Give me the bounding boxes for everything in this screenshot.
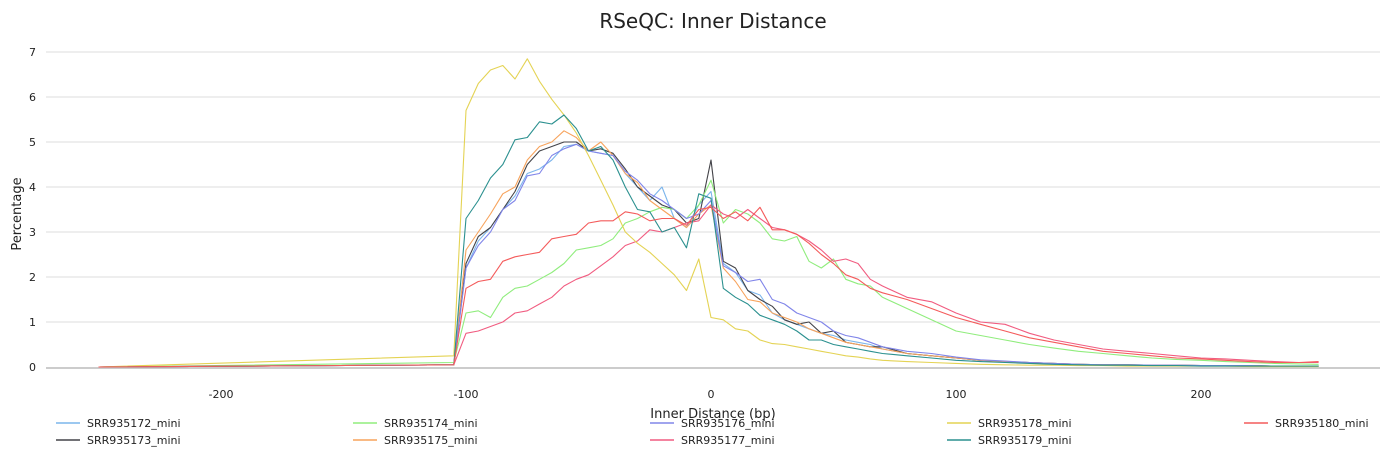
series-line xyxy=(98,204,1319,368)
legend-label: SRR935178_mini xyxy=(978,417,1072,430)
y-tick-label: 2 xyxy=(29,271,36,284)
y-tick-label: 6 xyxy=(29,91,36,104)
grid-lines xyxy=(46,51,1380,323)
x-tick-label: -200 xyxy=(209,388,234,401)
series-lines xyxy=(98,58,1319,368)
x-axis-ticks: -200 -100 0 100 200 xyxy=(209,388,1212,401)
legend-label: SRR935172_mini xyxy=(87,417,181,430)
legend-label: SRR935177_mini xyxy=(681,434,775,447)
legend: SRR935172_mini SRR935173_mini SRR935174_mi… xyxy=(56,417,1369,447)
y-tick-label: 7 xyxy=(29,46,36,59)
legend-label: SRR935174_mini xyxy=(384,417,478,430)
y-tick-label: 4 xyxy=(29,181,36,194)
y-axis-ticks: 0 1 2 3 4 5 6 7 xyxy=(29,46,36,374)
legend-label: SRR935176_mini xyxy=(681,417,775,430)
x-tick-label: -100 xyxy=(454,388,479,401)
series-line xyxy=(98,141,1319,368)
series-line xyxy=(98,114,1319,368)
series-line xyxy=(98,130,1319,368)
x-tick-label: 100 xyxy=(946,388,967,401)
chart-title: RSeQC: Inner Distance xyxy=(599,9,826,33)
x-tick-label: 0 xyxy=(708,388,715,401)
y-tick-label: 3 xyxy=(29,226,36,239)
series-line xyxy=(98,206,1319,368)
x-axis-label: Inner Distance (bp) xyxy=(650,407,775,422)
legend-label: SRR935180_mini xyxy=(1275,417,1369,430)
legend-label: SRR935175_mini xyxy=(384,434,478,447)
y-axis-label: Percentage xyxy=(10,177,25,250)
legend-label: SRR935173_mini xyxy=(87,434,181,447)
y-tick-label: 1 xyxy=(29,316,36,329)
y-tick-label: 5 xyxy=(29,136,36,149)
legend-label: SRR935179_mini xyxy=(978,434,1072,447)
series-line xyxy=(98,143,1319,368)
series-line xyxy=(98,58,1319,368)
x-tick-label: 200 xyxy=(1191,388,1212,401)
series-line xyxy=(98,143,1319,368)
series-line xyxy=(98,179,1319,368)
y-tick-label: 0 xyxy=(29,361,36,374)
